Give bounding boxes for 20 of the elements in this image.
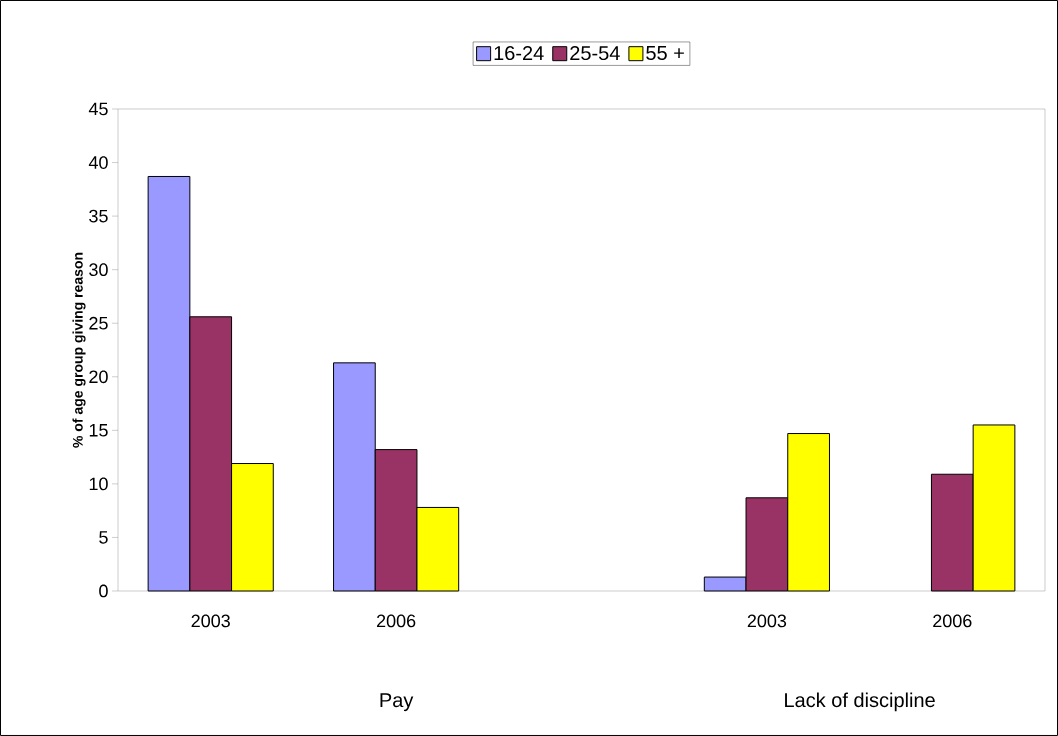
x-tick-label: 2006 bbox=[376, 614, 416, 628]
y-tick-label: 45 bbox=[88, 102, 108, 116]
x-tick-label: 2006 bbox=[933, 614, 972, 628]
y-tick-label: 0 bbox=[99, 584, 108, 598]
y-tick-label: 35 bbox=[89, 209, 108, 223]
text: Lack of discipline bbox=[785, 692, 935, 712]
y-tick-label: 10 bbox=[89, 477, 108, 491]
x-tick-label: 2003 bbox=[747, 614, 787, 628]
y-tick-label: 25 bbox=[89, 316, 108, 330]
legend-label: 55 + bbox=[646, 46, 684, 60]
y-axis-title: % of age group giving reason bbox=[72, 252, 86, 448]
legend-label: 25-54 bbox=[570, 45, 620, 61]
y-tick-label: 30 bbox=[89, 263, 108, 277]
y-tick-label: 40 bbox=[88, 156, 108, 169]
y-tick-label: 15 bbox=[89, 424, 108, 437]
x-tick-label: 2003 bbox=[191, 614, 230, 628]
legend-label: 16-24 bbox=[494, 45, 544, 61]
y-tick-label: 20 bbox=[89, 370, 108, 384]
y-tick-label: 5 bbox=[99, 531, 108, 544]
text: Pay bbox=[380, 693, 414, 712]
